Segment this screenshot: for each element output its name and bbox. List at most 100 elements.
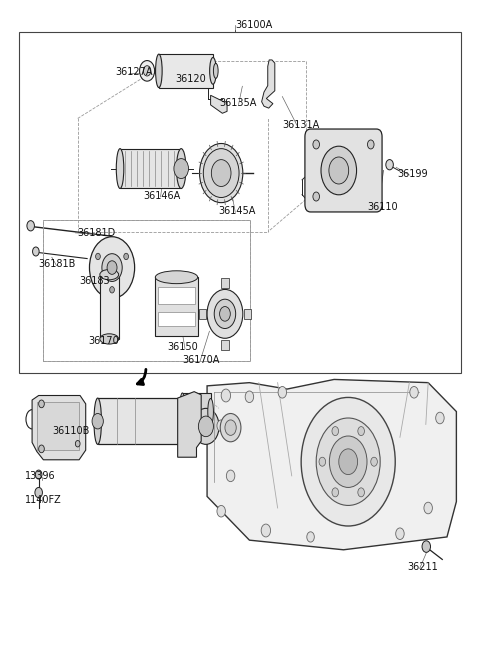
- Circle shape: [174, 159, 189, 178]
- Circle shape: [396, 528, 404, 539]
- Ellipse shape: [156, 54, 162, 87]
- Ellipse shape: [210, 58, 216, 84]
- Circle shape: [75, 441, 80, 447]
- Bar: [120, 149, 181, 188]
- Ellipse shape: [156, 271, 198, 283]
- Circle shape: [278, 386, 287, 398]
- Ellipse shape: [177, 149, 186, 188]
- Bar: [158, 287, 195, 304]
- Circle shape: [220, 413, 241, 441]
- Circle shape: [39, 400, 44, 408]
- Text: 36183: 36183: [79, 276, 110, 286]
- Circle shape: [371, 457, 377, 466]
- Circle shape: [102, 254, 122, 281]
- Polygon shape: [262, 60, 275, 108]
- Ellipse shape: [100, 334, 119, 344]
- Text: 36100A: 36100A: [235, 20, 273, 30]
- Bar: [43, 220, 251, 361]
- Bar: [182, 393, 211, 430]
- Circle shape: [96, 253, 100, 260]
- Bar: [98, 398, 180, 444]
- Ellipse shape: [100, 270, 119, 279]
- FancyBboxPatch shape: [305, 129, 382, 212]
- Circle shape: [35, 487, 42, 498]
- Circle shape: [221, 389, 230, 402]
- Text: 36181D: 36181D: [78, 228, 116, 238]
- Circle shape: [368, 140, 374, 149]
- Bar: [199, 309, 206, 319]
- Bar: [43, 220, 251, 361]
- Ellipse shape: [116, 149, 124, 188]
- Bar: [244, 309, 252, 319]
- Polygon shape: [207, 379, 456, 550]
- Circle shape: [245, 391, 253, 403]
- Text: 36211: 36211: [407, 562, 438, 572]
- Text: 36146A: 36146A: [144, 190, 181, 201]
- Circle shape: [424, 502, 432, 514]
- Polygon shape: [178, 392, 201, 457]
- Circle shape: [39, 445, 44, 453]
- Text: 36110B: 36110B: [52, 426, 89, 436]
- Bar: [19, 32, 461, 373]
- Polygon shape: [211, 95, 227, 113]
- Circle shape: [89, 237, 134, 298]
- Circle shape: [217, 505, 226, 517]
- Bar: [159, 54, 213, 87]
- Text: 36131A: 36131A: [282, 120, 320, 130]
- Circle shape: [200, 144, 243, 203]
- Circle shape: [198, 416, 214, 437]
- Circle shape: [358, 426, 364, 436]
- Text: 36135A: 36135A: [219, 98, 256, 108]
- Text: 36199: 36199: [397, 169, 428, 178]
- Circle shape: [110, 287, 114, 293]
- Circle shape: [386, 159, 393, 170]
- Text: 36145A: 36145A: [218, 206, 255, 216]
- Circle shape: [410, 386, 418, 398]
- Text: 36120: 36120: [176, 73, 206, 83]
- Circle shape: [261, 524, 271, 537]
- Circle shape: [219, 306, 230, 321]
- Text: 36150: 36150: [167, 342, 198, 352]
- Text: 1140FZ: 1140FZ: [24, 495, 61, 505]
- Bar: [221, 278, 228, 288]
- Circle shape: [332, 426, 338, 436]
- Circle shape: [124, 253, 129, 260]
- Bar: [156, 277, 198, 337]
- Circle shape: [339, 449, 358, 474]
- Circle shape: [319, 457, 325, 466]
- Ellipse shape: [208, 399, 214, 424]
- Bar: [100, 275, 119, 339]
- Circle shape: [321, 146, 357, 195]
- Text: 36170: 36170: [88, 336, 120, 346]
- Text: 13396: 13396: [24, 471, 55, 481]
- Circle shape: [316, 418, 380, 505]
- Circle shape: [207, 289, 243, 338]
- Ellipse shape: [214, 64, 218, 78]
- Circle shape: [301, 398, 395, 526]
- Bar: [158, 312, 195, 326]
- Polygon shape: [32, 396, 86, 460]
- Circle shape: [313, 192, 320, 201]
- Text: 36127A: 36127A: [115, 67, 153, 77]
- Circle shape: [332, 488, 338, 497]
- Circle shape: [227, 470, 235, 482]
- Text: 36181B: 36181B: [39, 258, 76, 269]
- Bar: [221, 340, 228, 350]
- Text: 36110: 36110: [367, 202, 397, 212]
- Circle shape: [329, 157, 348, 184]
- Circle shape: [329, 436, 367, 487]
- Bar: [37, 402, 79, 450]
- Circle shape: [225, 420, 236, 436]
- Circle shape: [313, 140, 320, 149]
- Circle shape: [33, 247, 39, 256]
- Circle shape: [193, 408, 219, 444]
- Circle shape: [92, 413, 103, 429]
- Circle shape: [27, 220, 35, 231]
- Circle shape: [214, 299, 236, 329]
- Ellipse shape: [94, 398, 101, 444]
- Circle shape: [436, 412, 444, 424]
- Ellipse shape: [180, 393, 185, 430]
- Circle shape: [144, 66, 151, 76]
- Circle shape: [140, 60, 155, 81]
- Circle shape: [422, 541, 431, 552]
